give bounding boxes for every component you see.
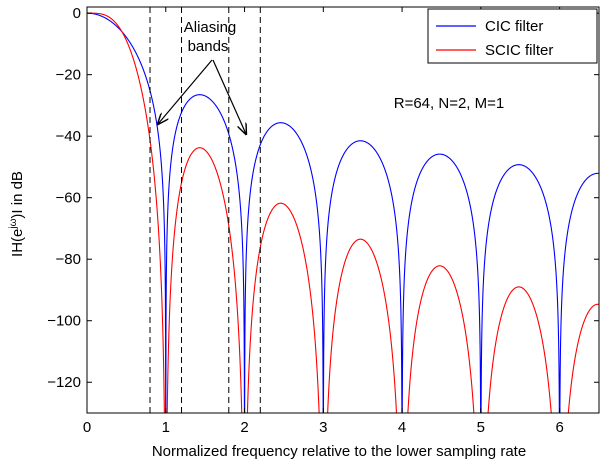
series-line-cic: [87, 12, 599, 413]
x-axis-label: Normalized frequency relative to the low…: [152, 443, 526, 460]
aliasing-annotation-line1: Aliasing: [184, 19, 237, 36]
x-tick-label: 2: [240, 419, 248, 436]
axes-box: [86, 6, 600, 414]
y-tick-label: −40: [56, 128, 81, 145]
legend-label-cic: CIC filter: [485, 18, 543, 35]
aliasing-arrow-left: [158, 59, 213, 124]
x-tick-label: 6: [555, 419, 563, 436]
x-tick-label: 4: [398, 419, 406, 436]
y-tick-label: −20: [56, 67, 81, 84]
y-tick-label: −80: [56, 251, 81, 268]
plot-area: [87, 7, 599, 413]
y-tick-label: −100: [47, 313, 81, 330]
legend-label-scic: SCIC filter: [485, 42, 553, 59]
y-axis-label: IH(ejω)I in dB: [8, 171, 26, 257]
y-tick-label: 0: [73, 5, 81, 22]
y-tick-label: −60: [56, 190, 81, 207]
x-tick-label: 1: [162, 419, 170, 436]
x-tick-label: 0: [83, 419, 91, 436]
params-annotation: R=64, N=2, M=1: [394, 95, 504, 112]
x-tick-label: 3: [319, 419, 327, 436]
series-line-scic: [87, 12, 599, 413]
aliasing-annotation-line2: bands: [188, 38, 229, 55]
y-tick-label: −120: [47, 374, 81, 391]
x-tick-label: 5: [477, 419, 485, 436]
legend-box: [427, 8, 598, 64]
aliasing-arrow-right: [212, 59, 246, 134]
series-group: [87, 12, 599, 413]
